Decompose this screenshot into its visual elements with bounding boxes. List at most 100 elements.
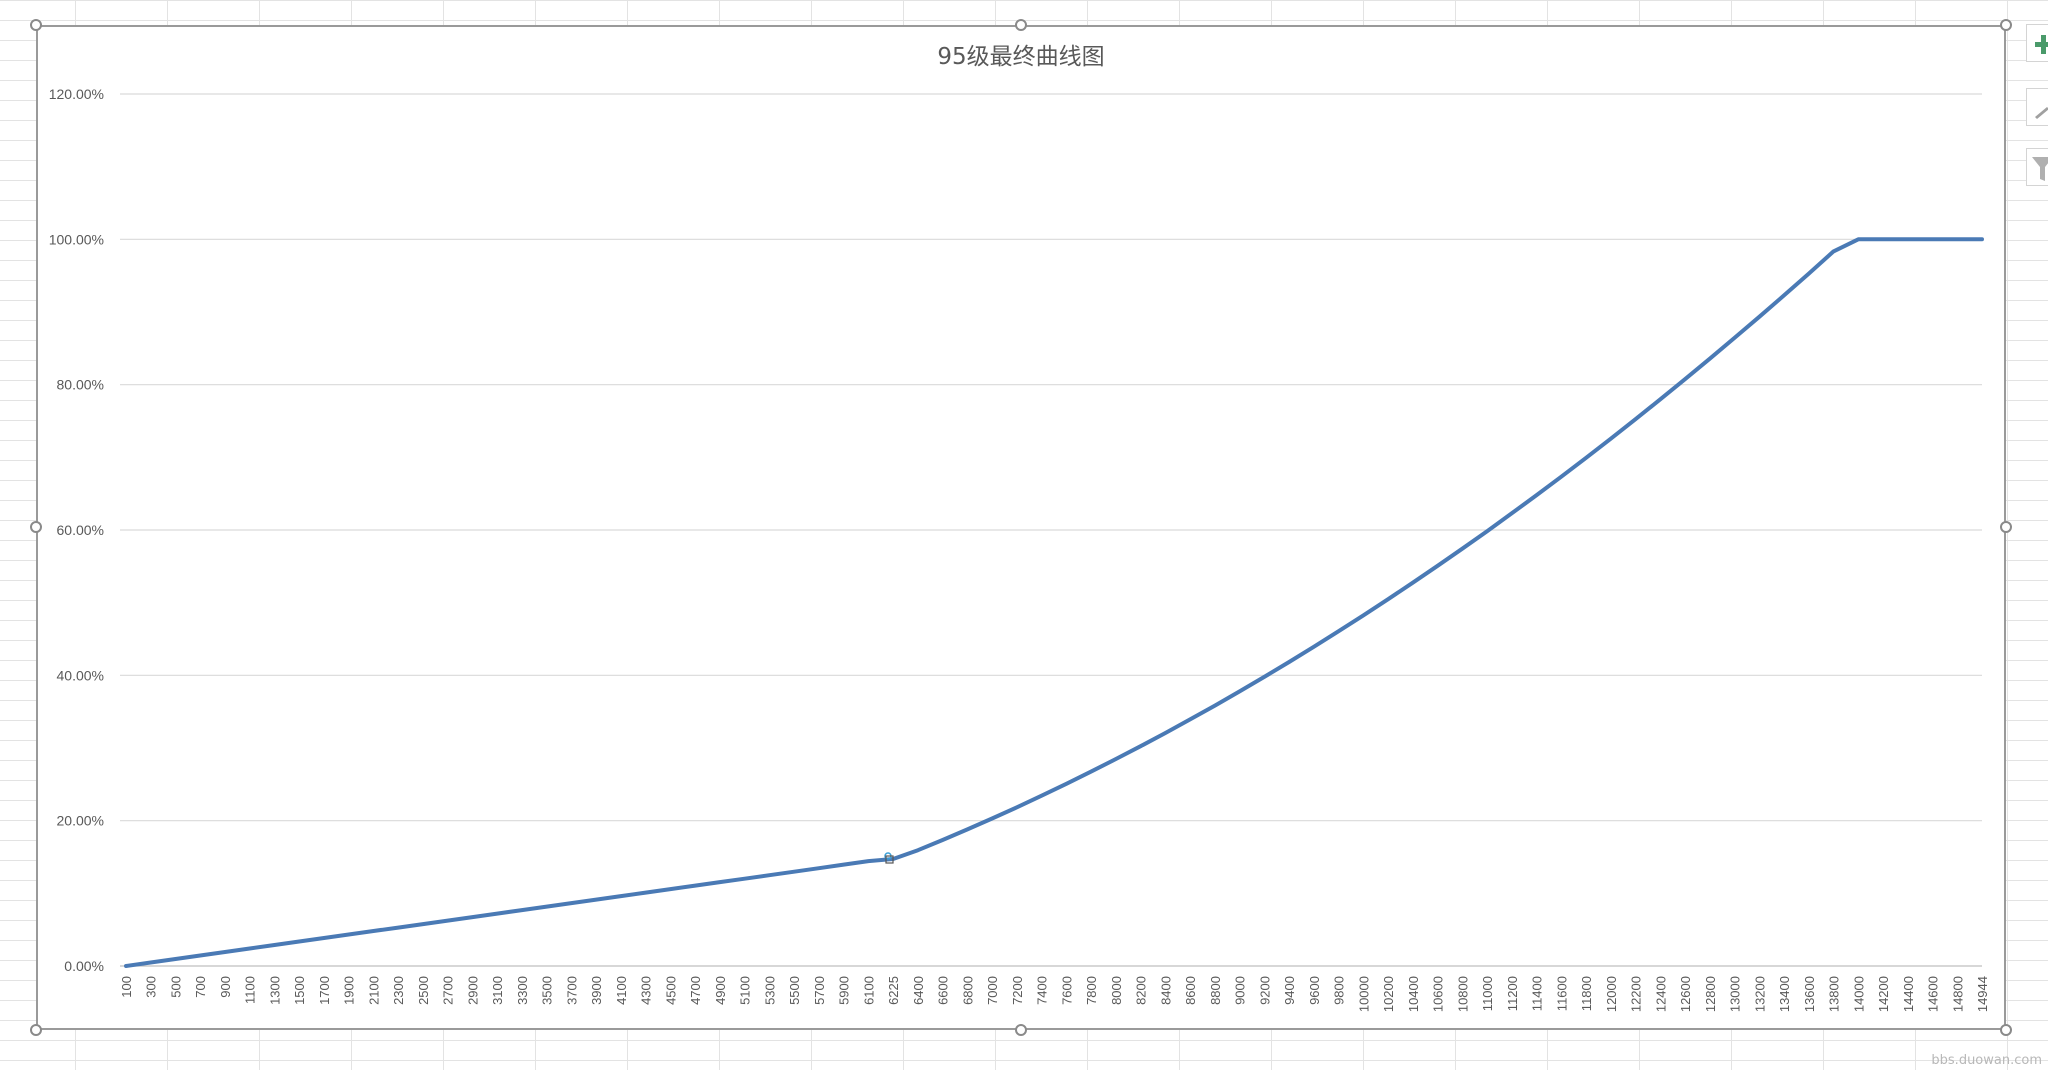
x-tick-label: 900 [218,976,233,998]
x-tick-label: 4500 [663,976,678,1005]
resize-handle-bottom-left[interactable] [30,1024,42,1036]
x-tick-label: 2300 [391,976,406,1005]
x-tick-label: 14000 [1851,976,1866,1012]
resize-handle-top-center[interactable] [1015,19,1027,31]
filter-icon [2032,157,2048,181]
x-tick-label: 9400 [1282,976,1297,1005]
x-tick-label: 8400 [1158,976,1173,1005]
x-tick-label: 6800 [960,976,975,1005]
resize-handle-bottom-center[interactable] [1015,1024,1027,1036]
x-tick-label: 10000 [1356,976,1371,1012]
x-tick-label: 12800 [1703,976,1718,1012]
series-line[interactable] [124,237,1984,968]
x-tick-label: 3100 [490,976,505,1005]
watermark: bbs.duowan.com [1931,1053,2042,1068]
resize-handle-top-right[interactable] [2000,19,2012,31]
resize-handle-middle-left[interactable] [30,521,42,533]
x-tick-label: 4300 [639,976,654,1005]
x-tick-label: 13400 [1777,976,1792,1012]
x-tick-label: 5300 [762,976,777,1005]
x-tick-label: 9800 [1332,976,1347,1005]
x-tick-label: 12600 [1678,976,1693,1012]
x-tick-label: 6225 [886,976,901,1005]
brush-icon [2035,107,2048,119]
x-tick-label: 7800 [1084,976,1099,1005]
chart-filters-button[interactable] [2026,148,2048,186]
x-tick-label: 4100 [614,976,629,1005]
x-tick-label: 4700 [688,976,703,1005]
x-tick-label: 9600 [1307,976,1322,1005]
y-tick-label: 120.00% [49,86,104,102]
x-tick-label: 11400 [1530,976,1545,1011]
x-tick-label: 6400 [911,976,926,1005]
chart-styles-button[interactable] [2026,88,2048,126]
x-tick-label: 5500 [787,976,802,1005]
x-tick-label: 10600 [1431,976,1446,1012]
x-tick-label: 9200 [1257,976,1272,1005]
x-tick-label: 5100 [738,976,753,1005]
y-tick-label: 80.00% [57,377,104,393]
x-tick-label: 12200 [1629,976,1644,1012]
y-tick-label: 100.00% [49,231,104,247]
x-tick-label: 10800 [1455,976,1470,1012]
x-tick-label: 7400 [1035,976,1050,1005]
x-tick-label: 11200 [1505,976,1520,1011]
resize-handle-middle-right[interactable] [2000,521,2012,533]
x-tick-label: 1300 [267,976,282,1005]
x-tick-label: 13600 [1802,976,1817,1012]
x-tick-label: 12000 [1604,976,1619,1012]
resize-handle-top-left[interactable] [30,19,42,31]
x-tick-label: 10400 [1406,976,1421,1012]
x-tick-label: 700 [193,976,208,998]
x-tick-label: 8000 [1109,976,1124,1005]
x-tick-label: 3700 [564,976,579,1005]
x-tick-label: 7000 [985,976,1000,1005]
x-tick-label: 1500 [292,976,307,1005]
x-tick-label: 8200 [1134,976,1149,1005]
x-tick-label: 2500 [416,976,431,1005]
x-tick-label: 14200 [1876,976,1891,1012]
x-tick-label: 12400 [1653,976,1668,1012]
x-tick-label: 100 [119,976,134,998]
chart-area[interactable] [36,25,2006,1030]
y-axis-ticks: 0.00% 20.00% 40.00% 60.00% 80.00% 100.00% 120.… [49,86,104,974]
x-tick-label: 5700 [812,976,827,1005]
x-tick-label: 11800 [1579,976,1594,1011]
y-tick-label: 60.00% [57,522,104,538]
x-tick-label: 8800 [1208,976,1223,1005]
chart-title[interactable]: 95级最终曲线图 [937,44,1104,70]
x-tick-label: 10200 [1381,976,1396,1012]
y-tick-label: 0.00% [64,958,104,974]
x-tick-label: 7600 [1059,976,1074,1005]
x-tick-label: 11600 [1554,976,1569,1011]
x-tick-label: 6100 [861,976,876,1005]
x-tick-label: 13800 [1827,976,1842,1012]
x-tick-label: 14800 [1950,976,1965,1012]
x-tick-label: 1100 [243,976,258,1004]
x-tick-label: 11000 [1480,976,1495,1011]
x-tick-label: 1900 [342,976,357,1005]
x-tick-label: 300 [144,976,159,998]
x-tick-label: 2900 [465,976,480,1005]
x-tick-label: 3500 [540,976,555,1005]
x-tick-label: 14400 [1901,976,1916,1012]
selected-point-marker[interactable] [884,852,894,864]
x-tick-label: 3900 [589,976,604,1005]
y-tick-label: 20.00% [57,813,104,829]
x-tick-label: 2100 [366,976,381,1005]
x-tick-label: 7200 [1010,976,1025,1005]
x-tick-label: 3300 [515,976,530,1005]
x-tick-label: 500 [168,976,183,998]
plus-icon [2035,35,2048,54]
x-tick-label: 9000 [1233,976,1248,1005]
x-axis-ticks: 100 300 500 700 900 1100 1300 1500 1700 1900 2100 2… [119,976,1990,1012]
chart-elements-button[interactable] [2026,24,2048,62]
x-tick-label: 2700 [441,976,456,1005]
x-tick-label: 13200 [1752,976,1767,1012]
x-tick-label: 13000 [1728,976,1743,1012]
resize-handle-bottom-right[interactable] [2000,1024,2012,1036]
x-tick-label: 5900 [837,976,852,1005]
gridlines [120,93,1982,967]
x-tick-label: 14944 [1975,976,1990,1012]
